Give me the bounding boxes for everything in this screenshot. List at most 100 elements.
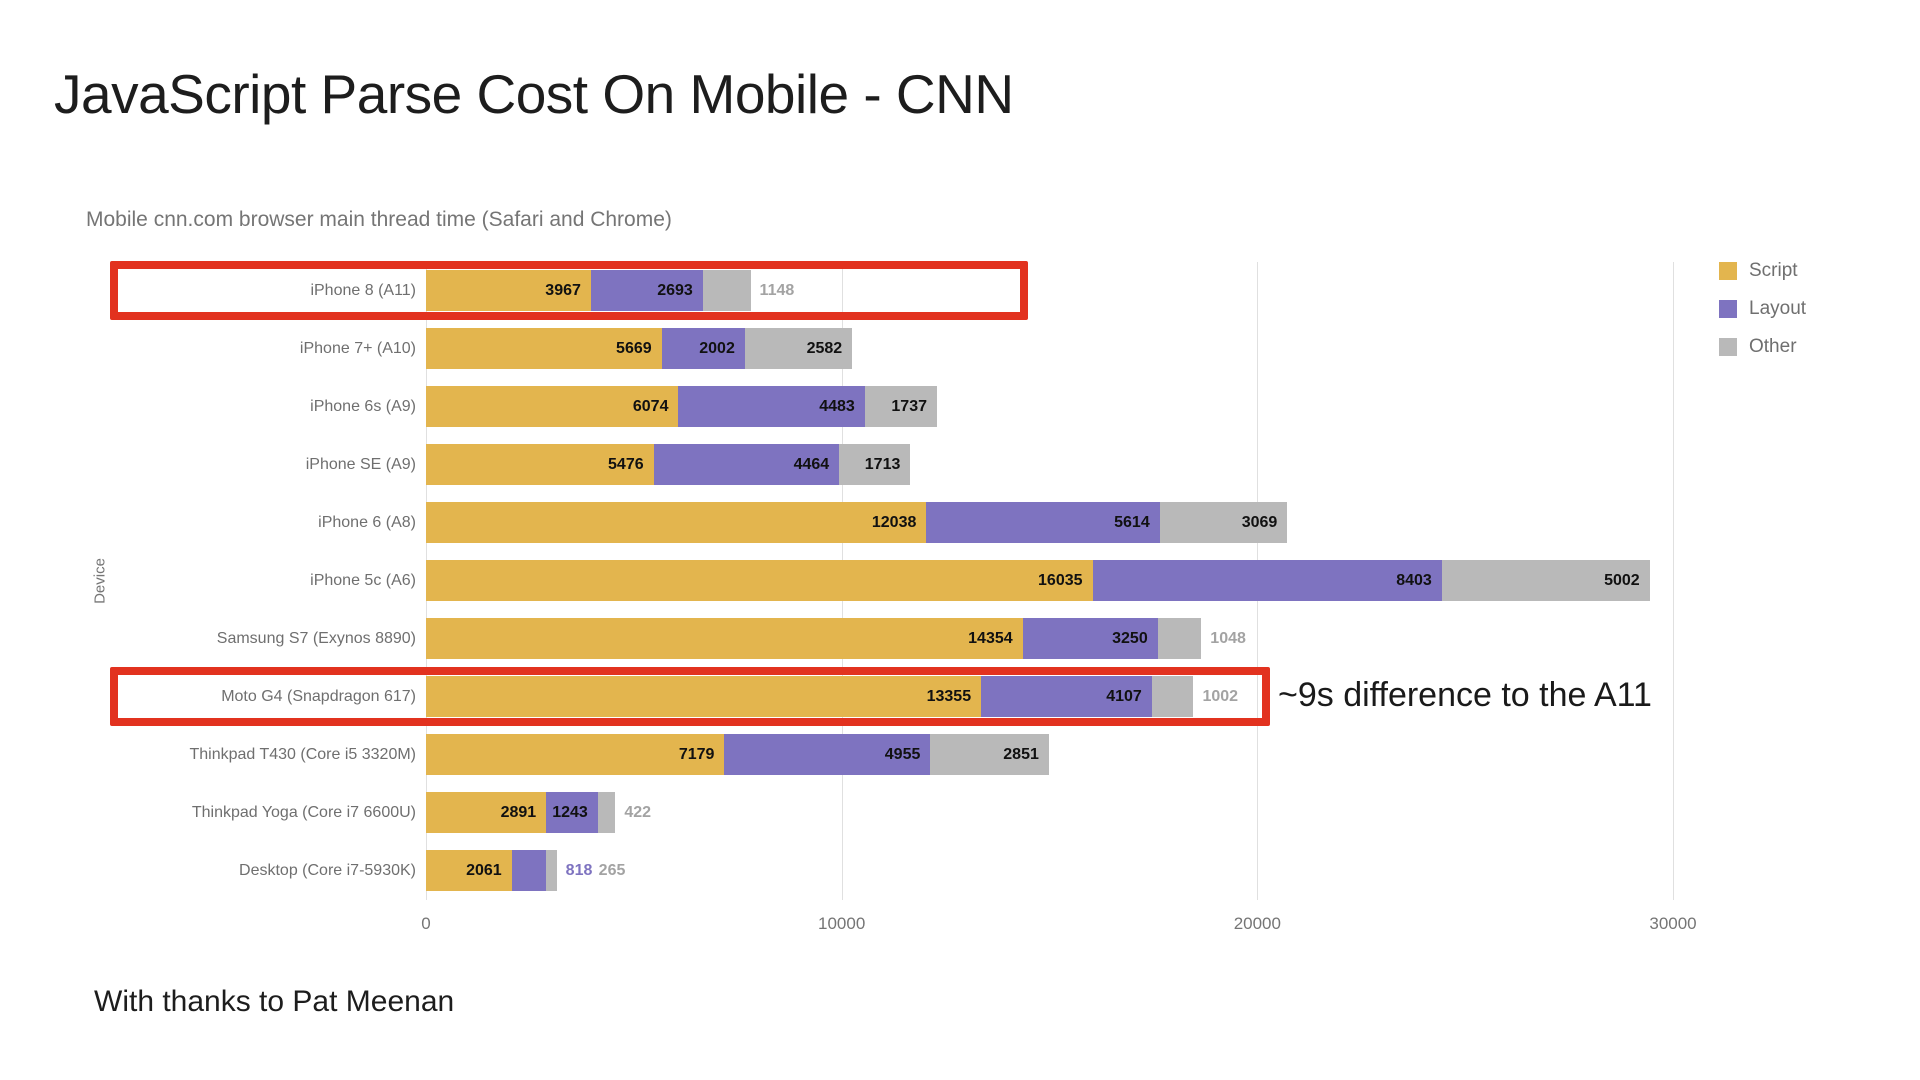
bar-value-label: 14354 [968,630,1013,647]
bar-value-label: 2693 [657,282,693,299]
bar-value-label: 13355 [926,688,972,705]
bar-value-label: 7179 [678,746,715,763]
bar-value-label: 5614 [1114,514,1150,531]
bar-segment-layout [1022,618,1158,659]
bar-segment-script [426,386,679,427]
bar-segment-layout [926,502,1160,543]
bar-segment-other [839,444,911,485]
bar-value-label: 4955 [884,746,921,763]
bar-row: iPhone 5c (A6) 16035 8403 5002 [86,552,1846,610]
bar-value-label: 3069 [1241,514,1278,531]
chart: Mobile cnn.com browser main thread time … [86,208,1906,962]
bar-value-label: 2002 [699,340,735,357]
chart-title: JavaScript Parse Cost On Mobile - CNN [54,63,1014,125]
bar-value-label: 16035 [1038,572,1083,589]
bar-segment-script [426,734,725,775]
chart-subtitle: Mobile cnn.com browser main thread time … [86,208,672,231]
highlight-box [110,667,1270,726]
device-label: iPhone 5c (A6) [310,572,416,589]
bar-value-label: 4464 [793,456,830,473]
device-label: Moto G4 (Snapdragon 617) [221,688,416,705]
bar-value-label: 2891 [500,804,537,821]
bar-value-label: 12038 [871,514,917,531]
bar-value-label: 4483 [819,398,855,415]
bar-row: iPhone 7+ (A10) 5669 2002 2582 [86,320,1846,378]
bar-segment-script [426,444,654,485]
bar-segment-script [426,676,982,717]
legend-swatch-layout [1719,300,1737,318]
outside-value-label: 1002 [1202,688,1239,705]
outside-value-label: 1148 [759,282,795,299]
bar-segment-layout [590,270,703,311]
outside-value-label: 422 [624,804,652,821]
bar-segment-other [702,270,751,311]
device-label: Thinkpad Yoga (Core i7 6600U) [191,804,416,821]
plot-area: iPhone 8 (A11) 3967 2693 1148 iPhone 7+ (A10… [86,260,1846,962]
bar-segment-layout [678,386,865,427]
outside-value-label: 818 [565,862,593,879]
bar-segment-other [1151,676,1194,717]
device-label: iPhone 6 (A8) [318,514,416,531]
bar-value-label: 2851 [1003,746,1039,763]
bar-segment-layout [511,850,546,891]
bar-segment-other [930,734,1049,775]
bar-value-label: 5002 [1604,572,1640,589]
legend-item: Other [1719,336,1806,358]
bar-segment-layout [1092,560,1442,601]
footer-credit: With thanks to Pat Meenan [94,985,455,1018]
bar-value-label: 1737 [891,398,927,415]
bar-segment-script [426,850,512,891]
bar-value-label: 6074 [632,398,669,415]
x-tick-label: 0 [421,914,431,933]
legend-swatch-other [1719,338,1737,356]
outside-value-label: 1048 [1210,630,1246,647]
bar-value-label: 4107 [1106,688,1142,705]
bar-segment-script [426,270,591,311]
legend-label: Script [1749,260,1798,281]
highlight-box [110,261,1028,320]
bar-segment-other [1159,502,1288,543]
bar-value-label: 5476 [608,456,644,473]
bar-segment-script [426,328,662,369]
device-label: iPhone 7+ (A10) [299,340,416,357]
gridline [1673,262,1674,900]
bar-value-label: 3250 [1112,630,1148,647]
legend: Script Layout Other [1719,260,1806,374]
bar-segment-script [426,618,1023,659]
device-label: iPhone 8 (A11) [310,282,416,299]
legend-label: Layout [1749,298,1807,319]
bar-row: iPhone 6 (A8) 12038 5614 3069 [86,494,1846,552]
x-tick-label: 20000 [1233,914,1281,933]
x-tick-label: 30000 [1649,914,1697,933]
device-label: Thinkpad T430 (Core i5 3320M) [189,746,417,763]
bar-row: iPhone 6s (A9) 6074 4483 1737 [86,378,1846,436]
bar-segment-other [1441,560,1650,601]
bar-segment-other [545,850,557,891]
outside-value-label: 265 [598,862,626,879]
device-label: Samsung S7 (Exynos 8890) [216,630,416,647]
device-label: Desktop (Core i7-5930K) [239,862,416,879]
bar-value-label: 3967 [545,282,581,299]
bar-value-label: 2061 [466,862,502,879]
bar-segment-layout [724,734,931,775]
legend-item: Script [1719,260,1806,282]
bar-value-label: 5669 [616,340,652,357]
bar-value-label: 1243 [552,804,588,821]
bar-row: iPhone 8 (A11) 3967 2693 1148 [86,262,1846,320]
x-tick-label: 10000 [818,914,866,933]
bar-row: Thinkpad T430 (Core i5 3320M) 7179 4955 285… [86,726,1846,784]
bar-row: Moto G4 (Snapdragon 617) 13355 4107 1002 [86,668,1846,726]
legend-item: Layout [1719,298,1806,320]
bar-row: Thinkpad Yoga (Core i7 6600U) 2891 1243 422 [86,784,1846,842]
bar-value-label: 2582 [806,340,843,357]
bar-segment-script [426,502,927,543]
device-label: iPhone 6s (A9) [310,398,416,415]
legend-label: Other [1749,336,1797,357]
bar-segment-other [597,792,616,833]
bar-segment-layout [546,792,598,833]
legend-swatch-script [1719,262,1737,280]
device-label: iPhone SE (A9) [305,456,416,473]
bar-segment-other [1157,618,1202,659]
bar-row: Desktop (Core i7-5930K) 2061 818 265 [86,842,1846,900]
